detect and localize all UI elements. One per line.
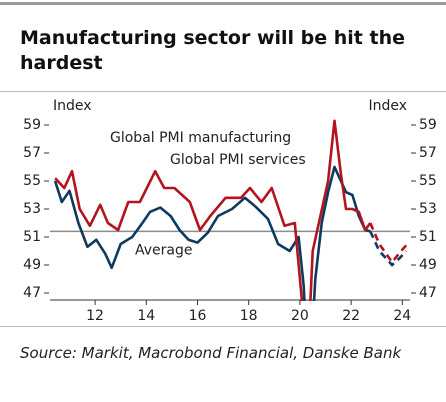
source-note: Source: Markit, Macrobond Financial, Dan… (20, 344, 402, 362)
x-tick-label: 16 (189, 308, 207, 324)
separator (0, 326, 446, 327)
series-line (54, 119, 372, 301)
chart-title: Manufacturing sector will be hit the har… (20, 27, 405, 74)
y2-tick-label: 57 (419, 145, 437, 161)
y-tick-label: 53 (23, 201, 41, 217)
y2-tick-label: 59 (419, 117, 437, 133)
forecast-line (369, 230, 408, 267)
y2-tick-label: 47 (419, 285, 437, 301)
y-tick-label: 51 (23, 229, 41, 245)
x-tick-label: 20 (291, 308, 309, 324)
series-label: Global PMI services (170, 152, 306, 168)
y2-axis-label: Index (368, 98, 407, 114)
x-tick-label: 22 (342, 308, 360, 324)
average-label: Average (135, 242, 193, 258)
y-tick-label: 49 (23, 257, 41, 273)
x-tick-label: 12 (86, 308, 104, 324)
top-rule (0, 2, 446, 5)
x-tick-label: 24 (393, 308, 411, 324)
plot-area (53, 119, 408, 301)
y2-tick-label: 55 (419, 173, 437, 189)
separator (0, 91, 446, 92)
series-label: Global PMI manufacturing (110, 130, 291, 146)
y-tick-label: 57 (23, 145, 41, 161)
series-line (53, 165, 371, 301)
y2-tick-label: 49 (419, 257, 437, 273)
y-tick-label: 59 (23, 117, 41, 133)
x-tick-label: 14 (137, 308, 155, 324)
y-axis-label: Index (53, 98, 92, 114)
chart: Index Index 47 49 51 53 55 57 59 47 49 51 53 55 57 59 12… (23, 98, 437, 324)
y2-tick-label: 51 (419, 229, 437, 245)
y-tick-label: 55 (23, 173, 41, 189)
y-tick-label: 47 (23, 285, 41, 301)
x-tick-label: 18 (240, 308, 258, 324)
forecast-line (369, 222, 408, 265)
y2-tick-label: 53 (419, 201, 437, 217)
